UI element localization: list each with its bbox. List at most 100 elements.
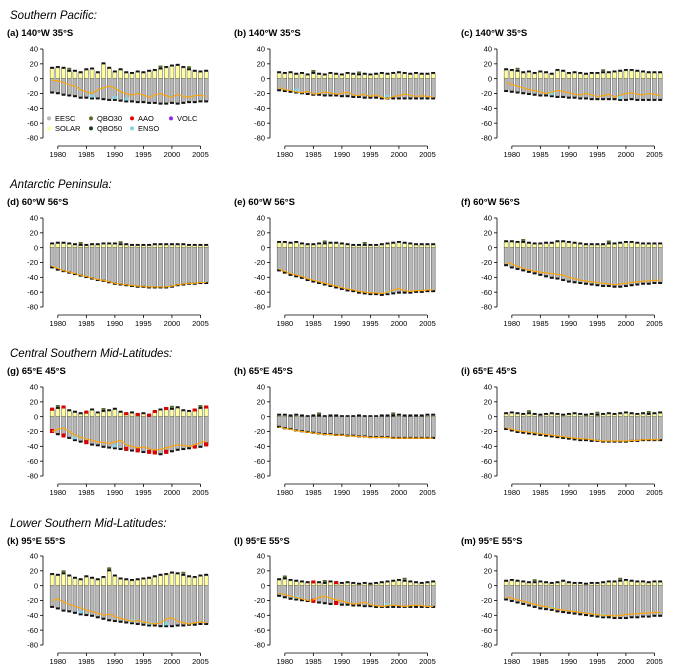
bar-cap (532, 71, 537, 74)
bar-solar (509, 413, 515, 417)
bar-solar (652, 244, 657, 248)
bar-eesc (373, 247, 379, 294)
bar-eesc (67, 585, 72, 611)
bar-solar (640, 413, 646, 417)
bar-solar (566, 242, 572, 248)
bar-cap (566, 240, 571, 243)
bar-solar (175, 573, 180, 586)
bar-cap (175, 63, 180, 66)
y-tick-label: 20 (30, 228, 38, 237)
bar-eesc (396, 78, 402, 98)
y-tick-label: -40 (481, 273, 492, 282)
bar-eesc (566, 416, 572, 439)
bar-cap (345, 415, 350, 418)
bar-eesc (640, 416, 646, 440)
panel-title: (e) 60°W 56°S (234, 197, 295, 208)
bar-cap (147, 576, 152, 579)
bar-cap (629, 284, 634, 287)
bar-cap (509, 600, 514, 602)
bar-eesc (152, 247, 158, 287)
bar-solar (203, 407, 209, 417)
bar-cap (101, 98, 106, 101)
bar-cap (90, 614, 95, 617)
bar-eesc (101, 585, 106, 619)
bar-solar (595, 244, 600, 248)
bar-cap (646, 282, 651, 285)
bar-solar (84, 245, 89, 248)
bar-cap (152, 102, 157, 104)
bar-eesc (549, 416, 554, 436)
bar-cap (164, 625, 169, 628)
bar-eesc (124, 247, 129, 285)
bar-eesc (385, 585, 390, 607)
bar-cap (67, 69, 72, 72)
bar-cap (402, 291, 407, 294)
bar-cap (618, 412, 623, 415)
bar-eesc (67, 78, 72, 95)
bar-solar (276, 72, 282, 79)
bar-eesc (328, 416, 333, 434)
bar-cap (317, 414, 322, 417)
bar-cap (339, 242, 344, 245)
bar-eesc (612, 247, 617, 287)
bar-eesc (425, 78, 430, 98)
bar-solar (396, 72, 402, 79)
bar-solar (89, 69, 95, 79)
bar-eesc (78, 585, 83, 614)
bar-eesc (503, 78, 509, 91)
bar-cap (118, 283, 123, 286)
bar-cap (532, 412, 537, 415)
bar-cap (572, 281, 577, 284)
bar-cap (288, 273, 293, 276)
legend-label: SOLAR (55, 124, 81, 133)
x-tick-label: 2000 (618, 319, 635, 328)
bar-cap (572, 96, 577, 99)
bar-cap (277, 240, 282, 243)
bar-cap (50, 242, 55, 245)
bar-cap (408, 606, 413, 608)
bar-cap (61, 609, 66, 612)
bar-cap (509, 240, 514, 243)
bar-eesc (106, 416, 112, 447)
x-tick-label: 1985 (532, 657, 549, 666)
trend-line (51, 265, 207, 288)
bar-cap (339, 581, 344, 584)
bar-cap (425, 290, 430, 293)
bar-solar (555, 414, 560, 417)
y-tick-label: -40 (27, 273, 38, 282)
x-tick-label: 2005 (419, 488, 436, 497)
bar-solar (600, 72, 606, 79)
bar-solar (106, 571, 112, 586)
bar-cap (431, 290, 436, 293)
bar-solar (106, 410, 112, 417)
bar-solar (515, 581, 520, 586)
x-tick-label: 1985 (305, 319, 322, 328)
bar-cap (78, 412, 83, 415)
legend-marker (47, 116, 51, 121)
bar-solar (129, 73, 135, 79)
bar-cap (646, 71, 651, 74)
bar-cap (356, 291, 361, 294)
bar-eesc (595, 78, 600, 99)
bar-cap (549, 276, 554, 279)
bar-eesc (583, 247, 589, 284)
x-tick-label: 2000 (618, 150, 635, 159)
bar-cap (368, 293, 373, 296)
bar-eesc (276, 247, 282, 270)
bar-cap (118, 448, 123, 451)
bar-cap (606, 285, 611, 287)
bar-cap (277, 71, 282, 74)
bar-solar (635, 414, 640, 417)
bar-cap (141, 577, 146, 580)
bar-cap (379, 294, 384, 296)
bar-cap (175, 406, 180, 409)
bar-cap (431, 243, 436, 246)
bar-cap (385, 606, 390, 608)
bar-eesc (351, 247, 356, 291)
bar-cap (95, 97, 100, 100)
legend-marker (47, 126, 51, 131)
bar-solar (623, 413, 629, 417)
bar-enso (385, 94, 390, 98)
x-tick-label: 2000 (391, 657, 408, 666)
bar-cap (112, 447, 117, 450)
